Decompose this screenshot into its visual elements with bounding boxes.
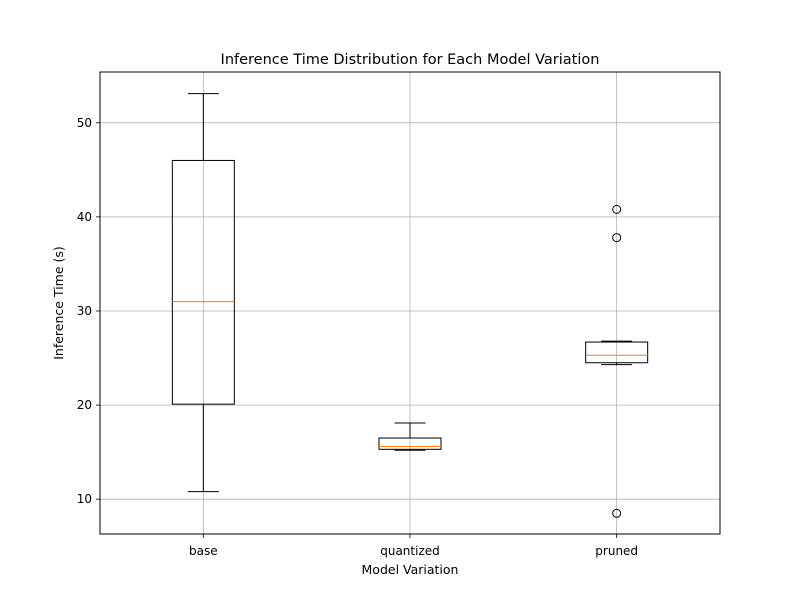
- x-tick-label-pruned: pruned: [595, 544, 638, 558]
- tick-layer: 10 20 30 40 50 base quantized pruned: [77, 116, 638, 558]
- x-axis-label: Model Variation: [362, 562, 459, 577]
- y-tick-label: 20: [77, 398, 92, 412]
- chart-title: Inference Time Distribution for Each Mod…: [221, 52, 600, 68]
- y-axis-label: Inference Time (s): [51, 246, 66, 360]
- y-tick-label: 30: [77, 304, 92, 318]
- y-tick-label: 40: [77, 210, 92, 224]
- x-tick-label-quantized: quantized: [380, 544, 440, 558]
- y-tick-label: 50: [77, 116, 92, 130]
- y-tick-label: 10: [77, 492, 92, 506]
- x-tick-label-base: base: [189, 544, 218, 558]
- grid-layer: [100, 72, 720, 534]
- box-quantized: [379, 423, 441, 450]
